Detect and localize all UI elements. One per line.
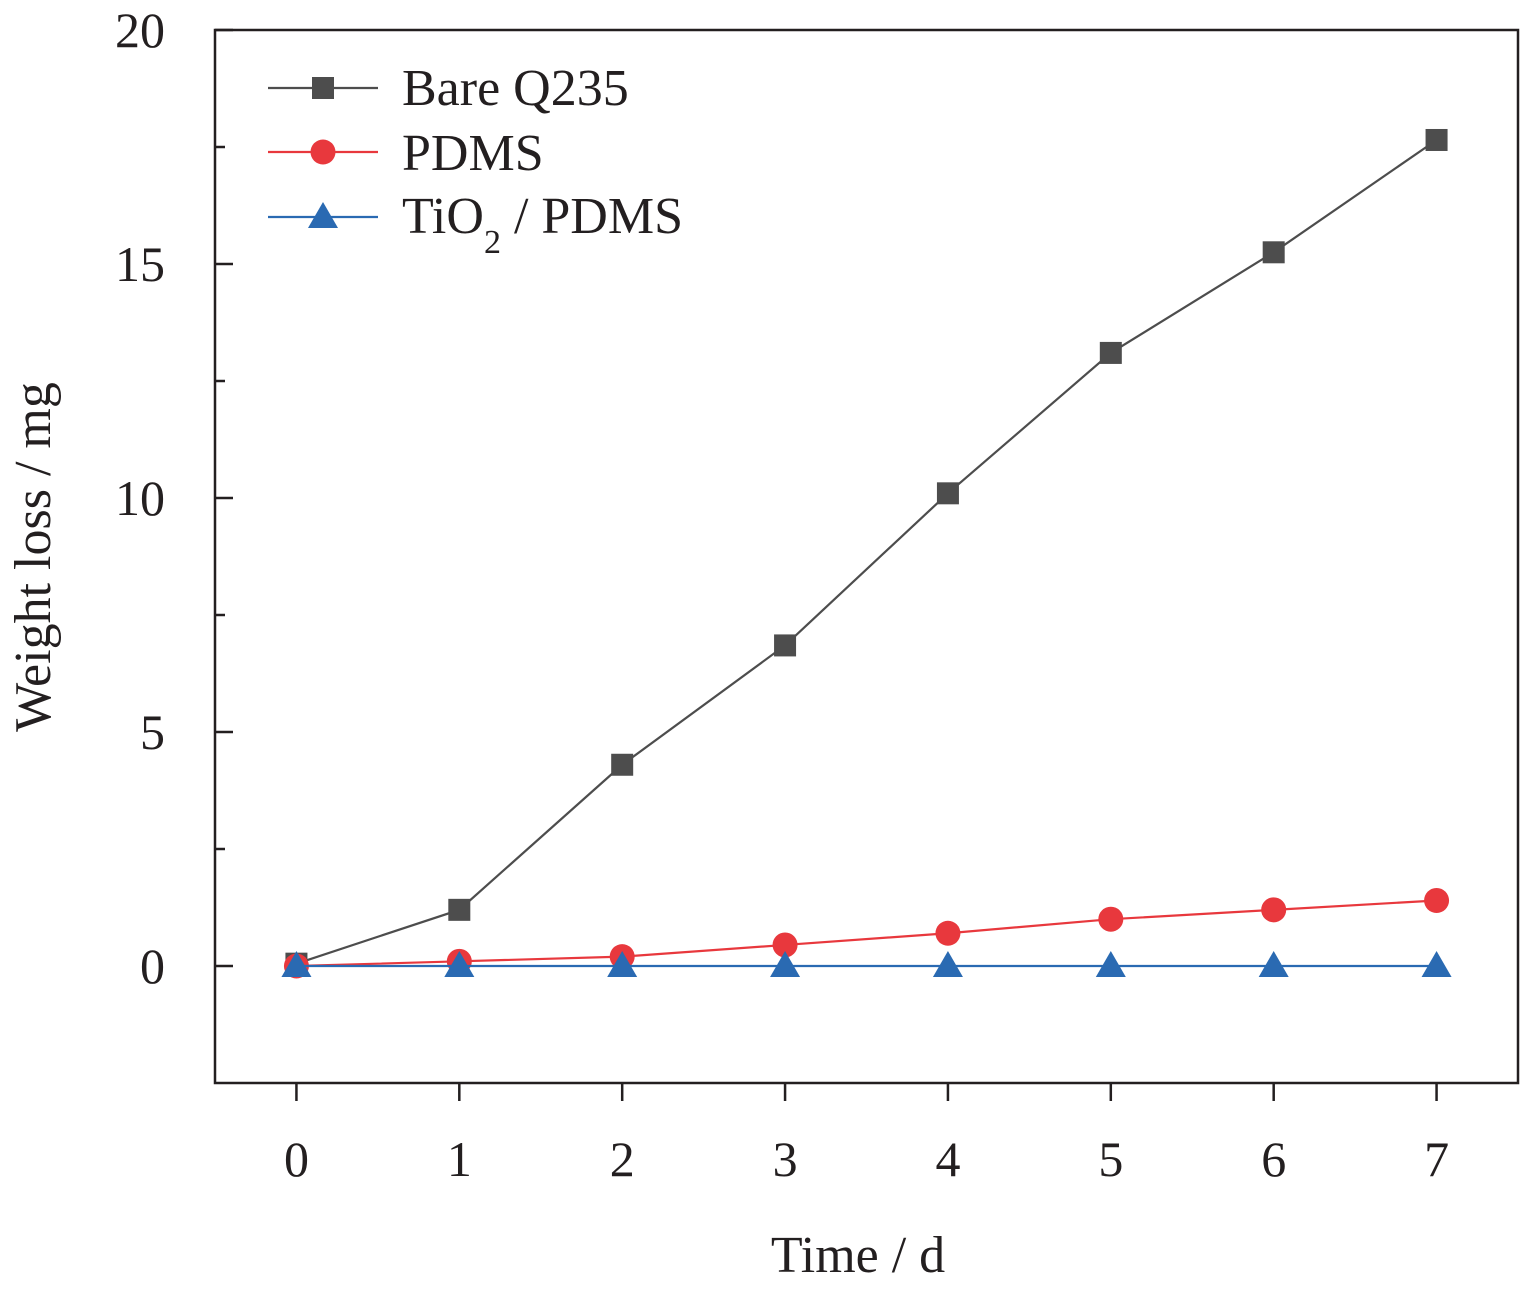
legend-label-pdms: PDMS — [402, 125, 544, 182]
data-point-bare-q235-4 — [936, 482, 959, 505]
data-point-tio2-pdms-0 — [281, 951, 312, 977]
data-point-tio2-pdms-4 — [932, 951, 963, 977]
x-tick-label-1: 1 — [447, 1131, 472, 1187]
data-point-tio2-pdms-1 — [444, 951, 475, 977]
series-bare-q235 — [285, 128, 1448, 975]
axis-ticks: 0 1 2 3 4 5 6 7 0 5 10 15 20 — [115, 2, 1449, 1187]
x-tick-label-0: 0 — [284, 1131, 309, 1187]
y-tick-label-0: 0 — [140, 938, 165, 994]
data-point-bare-q235-5 — [1099, 341, 1122, 364]
legend-label-tio2-pdms: TiO2 / PDMS — [402, 188, 683, 261]
series-line-pdms — [296, 899, 1437, 968]
legend: Bare Q235 PDMS TiO2 / PDMS — [268, 60, 683, 261]
legend-label-tio2-rest: / PDMS — [501, 188, 683, 245]
data-point-bare-q235-6 — [1262, 241, 1285, 264]
legend-marker-pdms — [310, 139, 336, 165]
data-point-bare-q235-1 — [448, 898, 471, 921]
y-tick-label-15: 15 — [115, 236, 165, 292]
series-tio2-pdms — [281, 951, 1452, 977]
plot-frame — [213, 28, 1520, 1085]
x-tick-label-5: 5 — [1098, 1131, 1123, 1187]
legend-label-tio2-base: TiO — [402, 188, 484, 245]
series-layer — [281, 128, 1452, 979]
data-point-pdms-6 — [1261, 897, 1287, 923]
data-point-pdms-3 — [772, 932, 798, 958]
data-point-bare-q235-2 — [611, 753, 634, 776]
legend-marker-bare-q235 — [312, 77, 334, 99]
data-point-pdms-7 — [1424, 887, 1450, 913]
y-tick-label-10: 10 — [115, 470, 165, 526]
series-line-bare-q235 — [296, 139, 1438, 965]
x-tick-label-7: 7 — [1424, 1131, 1449, 1187]
data-point-tio2-pdms-7 — [1421, 951, 1452, 977]
y-axis-title: Weight loss / mg — [5, 382, 62, 732]
data-point-pdms-4 — [935, 920, 961, 946]
x-tick-label-6: 6 — [1261, 1131, 1286, 1187]
data-point-tio2-pdms-3 — [770, 951, 801, 977]
data-point-tio2-pdms-5 — [1095, 951, 1126, 977]
legend-label-bare-q235: Bare Q235 — [402, 60, 629, 117]
data-point-tio2-pdms-6 — [1258, 951, 1289, 977]
data-point-bare-q235-7 — [1425, 128, 1448, 151]
legend-marker-tio2-pdms — [308, 202, 338, 228]
legend-label-tio2-subscript: 2 — [484, 224, 501, 261]
data-point-pdms-5 — [1098, 906, 1124, 932]
data-point-bare-q235-3 — [774, 634, 797, 657]
y-tick-label-5: 5 — [140, 704, 165, 760]
x-tick-label-2: 2 — [610, 1131, 635, 1187]
data-point-tio2-pdms-2 — [607, 951, 638, 977]
x-tick-label-3: 3 — [773, 1131, 798, 1187]
x-tick-label-4: 4 — [935, 1131, 960, 1187]
y-tick-label-20: 20 — [115, 2, 165, 58]
x-axis-title: Time / d — [771, 1227, 945, 1284]
